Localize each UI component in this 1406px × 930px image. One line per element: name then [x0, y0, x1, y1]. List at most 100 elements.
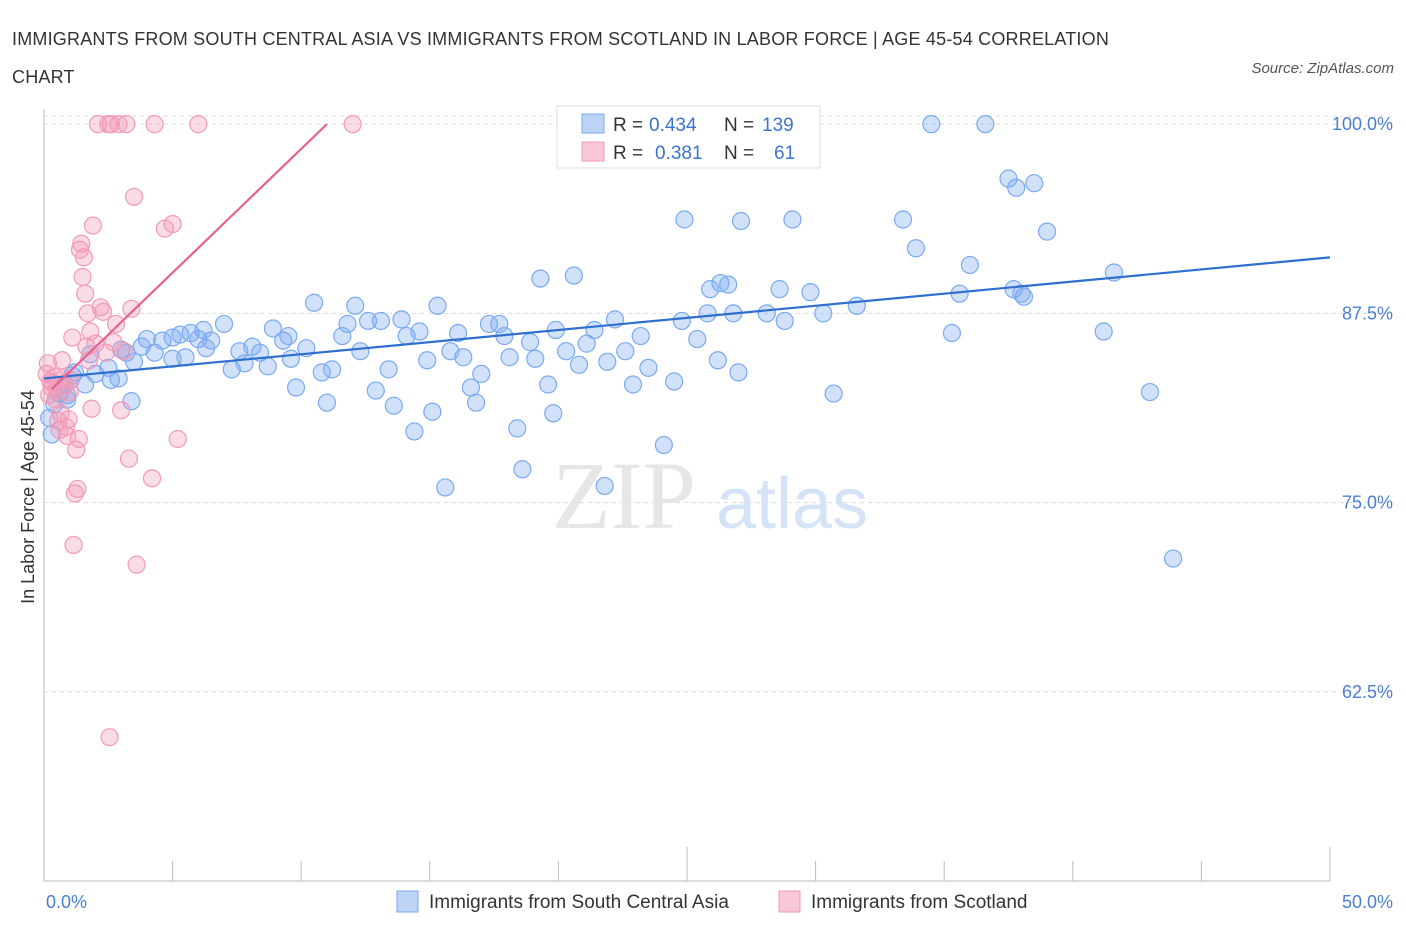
blue-point-53: [384, 396, 403, 415]
blue-point-80: [564, 266, 583, 285]
y-tick-label-3: 62.5%: [1342, 682, 1393, 702]
blue-point-107: [783, 210, 802, 229]
blue-point-113: [906, 239, 926, 258]
pink-trendline: [50, 123, 328, 390]
blue-point-16: [137, 329, 156, 349]
blue-point-75: [531, 269, 550, 288]
blue-point-103: [731, 211, 751, 231]
pink-point-7: [46, 390, 65, 409]
pink-point-51: [119, 449, 138, 468]
blue-point-35: [263, 319, 283, 338]
y-tick-labels: 100.0% 87.5% 75.0% 62.5%: [1332, 114, 1393, 702]
blue-point-71: [508, 419, 527, 438]
blue-point-28: [214, 314, 234, 334]
bottom-legend-label-pink: Immigrants from Scotland: [811, 892, 1027, 913]
blue-point-48: [351, 342, 370, 361]
chart-title: IMMIGRANTS FROM SOUTH CENTRAL ASIA VS IM…: [12, 29, 1110, 87]
blue-point-91: [654, 435, 673, 455]
blue-point-63: [454, 348, 473, 367]
blue-point-82: [577, 334, 596, 353]
pink-point-48: [112, 401, 131, 420]
blue-point-60: [428, 296, 447, 315]
axes: [43, 109, 1331, 882]
blue-point-62: [448, 323, 468, 343]
blue-point-66: [472, 364, 491, 384]
blue-point-58: [418, 351, 437, 370]
blue-point-50: [366, 381, 385, 400]
y-tick-label-0: 100.0%: [1332, 114, 1393, 134]
blue-point-47: [346, 296, 365, 315]
bottom-legend-swatch-blue: [396, 890, 419, 913]
watermark-atlas: atlas: [716, 464, 868, 544]
legend-r-label-1: R =: [613, 115, 643, 136]
blue-point-133: [109, 369, 128, 388]
pink-point-59: [168, 429, 187, 449]
pink-point-38: [88, 115, 108, 134]
pink-point-40: [94, 302, 113, 321]
pink-point-56: [145, 115, 164, 134]
blue-point-93: [672, 311, 691, 331]
legend-n-value-1: 139: [762, 115, 794, 136]
x-tick-labels: 0.0% 50.0%: [46, 892, 1393, 912]
pink-point-28: [73, 267, 92, 287]
blue-point-124: [1012, 284, 1031, 303]
y-tick-label-2: 75.0%: [1342, 493, 1393, 513]
blue-point-118: [976, 115, 995, 134]
source-label: Source: ZipAtlas.com: [1251, 60, 1394, 77]
x-tick-label-0: 0.0%: [46, 892, 87, 912]
blue-point-111: [847, 296, 866, 315]
blue-point-104: [757, 304, 776, 323]
blue-point-42: [312, 363, 331, 382]
blue-point-101: [711, 273, 730, 293]
blue-point-84: [595, 476, 614, 496]
y-tick-label-1: 87.5%: [1342, 303, 1393, 323]
watermark-zip: ZIP: [552, 442, 696, 549]
blue-point-97: [708, 351, 727, 370]
blue-point-22: [176, 348, 195, 367]
pink-point-60: [189, 115, 208, 134]
blue-point-59: [423, 402, 442, 421]
pink-point-36: [83, 216, 102, 235]
pink-point-21: [64, 535, 83, 555]
pink-point-37: [86, 334, 105, 353]
legend-n-value-2: 61: [774, 143, 795, 164]
pink-point-20: [63, 328, 82, 347]
pink-point-12: [52, 351, 72, 370]
pink-point-17: [59, 410, 78, 429]
series-pink-points: [37, 115, 362, 747]
pink-point-35: [82, 399, 101, 418]
blue-point-95: [688, 329, 707, 349]
blue-point-31: [235, 354, 254, 373]
blue-point-110: [824, 384, 843, 403]
blue-point-128: [1140, 382, 1160, 402]
pink-point-54: [127, 555, 146, 574]
blue-point-134: [436, 478, 455, 497]
pink-point-58: [163, 214, 182, 234]
blue-point-27: [202, 331, 221, 350]
legend: R = 0.434 N = 139 R = 0.381 N = 61: [556, 105, 821, 169]
blue-point-119: [999, 169, 1018, 188]
blue-point-85: [598, 352, 617, 371]
trendlines: [43, 123, 1331, 390]
blue-point-78: [544, 404, 563, 423]
blue-trendline: [43, 256, 1331, 380]
blue-point-125: [1037, 222, 1057, 241]
blue-point-49: [358, 311, 378, 331]
blue-point-65: [466, 393, 486, 412]
blue-point-34: [258, 357, 277, 376]
blue-point-108: [801, 283, 820, 302]
blue-point-90: [639, 358, 658, 377]
blue-point-73: [521, 333, 540, 352]
pink-point-29: [74, 248, 93, 267]
pink-point-30: [76, 284, 95, 303]
blue-point-109: [814, 304, 833, 323]
blue-point-43: [317, 393, 337, 412]
legend-n-label-2: N =: [724, 143, 754, 164]
pink-point-61: [343, 115, 362, 134]
blue-point-18: [153, 331, 172, 350]
blue-point-57: [410, 322, 429, 341]
blue-point-14: [122, 392, 141, 411]
bottom-legend-swatch-pink: [778, 890, 801, 913]
blue-point-46: [338, 314, 357, 334]
